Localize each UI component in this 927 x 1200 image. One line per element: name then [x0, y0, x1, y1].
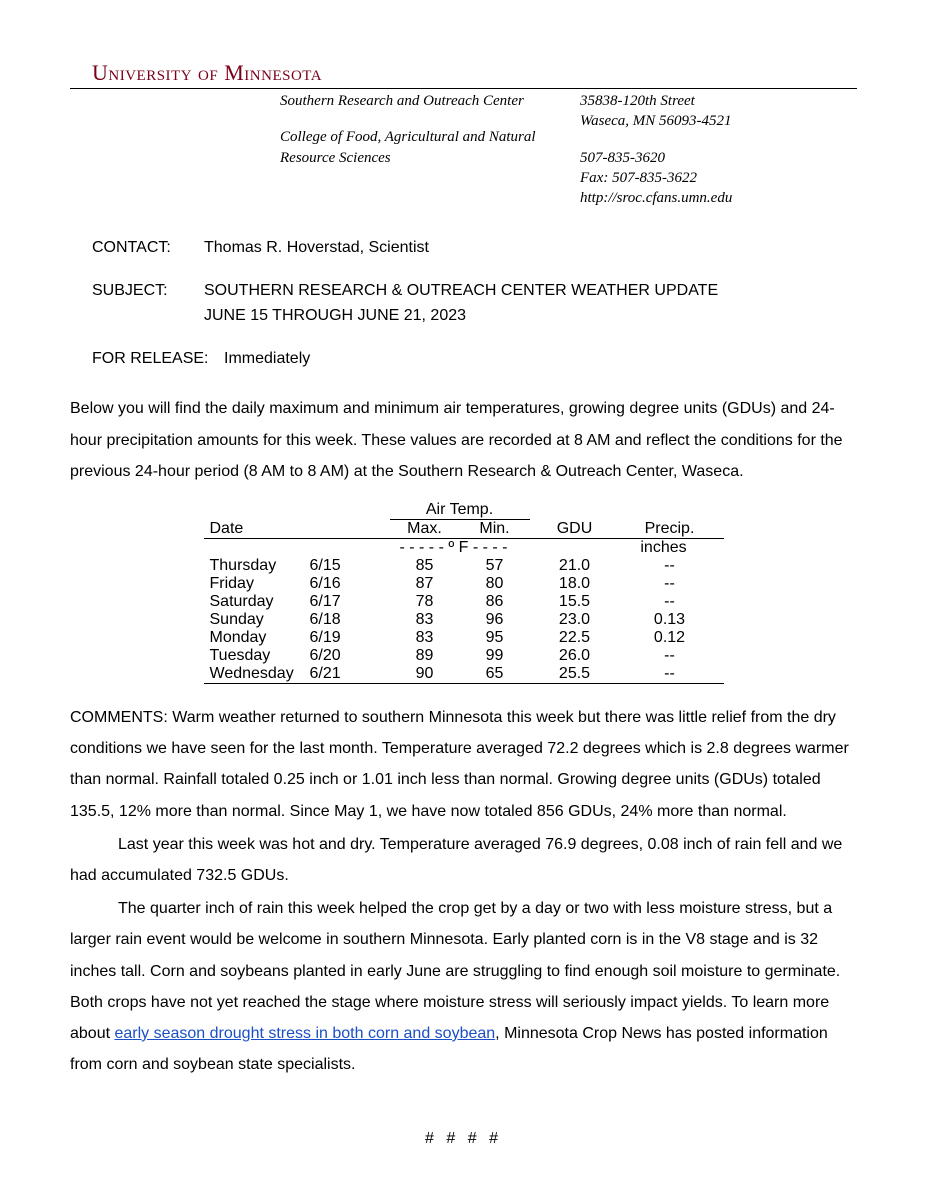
cell-precip: 0.12 [620, 629, 720, 647]
cell-date: 6/17 [310, 593, 390, 611]
cell-day: Saturday [204, 593, 310, 611]
cell-max: 83 [390, 611, 460, 629]
table-body: Thursday6/15855721.0--Friday6/16878018.0… [204, 557, 724, 684]
center-name: Southern Research and Outreach Center [280, 91, 580, 111]
cell-day: Friday [204, 575, 310, 593]
weather-table: Air Temp. Date Max. Min. GDU Precip. - -… [204, 501, 724, 684]
table-unit-row: - - - - - º F - - - - inches [204, 539, 724, 557]
cell-precip: 0.13 [620, 611, 720, 629]
table-row: Tuesday6/20899926.0-- [204, 647, 724, 665]
comments-p2: Last year this week was hot and dry. Tem… [70, 829, 857, 891]
cell-day: Tuesday [204, 647, 310, 665]
cell-max: 78 [390, 593, 460, 611]
cell-gdu: 23.0 [530, 611, 620, 629]
drought-stress-link[interactable]: early season drought stress in both corn… [114, 1025, 495, 1042]
cell-max: 87 [390, 575, 460, 593]
website-url: http://sroc.cfans.umn.edu [580, 188, 857, 208]
letterhead-left: Southern Research and Outreach Center Co… [280, 91, 580, 208]
cell-day: Monday [204, 629, 310, 647]
comments-p1: COMMENTS: Warm weather returned to south… [70, 702, 857, 827]
table-row: Saturday6/17788615.5-- [204, 593, 724, 611]
cell-max: 90 [390, 665, 460, 683]
subject-label: SUBJECT: [92, 279, 204, 329]
cell-max: 89 [390, 647, 460, 665]
cell-min: 65 [460, 665, 530, 683]
cell-min: 99 [460, 647, 530, 665]
table-header-row-1: Air Temp. [204, 501, 724, 520]
col-max: Max. [390, 520, 460, 538]
table-row: Wednesday6/21906525.5-- [204, 665, 724, 684]
cell-max: 83 [390, 629, 460, 647]
university-name: University of Minnesota [70, 60, 857, 89]
meta-block: CONTACT: Thomas R. Hoverstad, Scientist … [92, 236, 857, 371]
phone: 507-835-3620 [580, 148, 857, 168]
comments-p3: The quarter inch of rain this week helpe… [70, 893, 857, 1080]
cell-date: 6/16 [310, 575, 390, 593]
contact-label: CONTACT: [92, 236, 204, 261]
cell-min: 95 [460, 629, 530, 647]
table-row: Monday6/19839522.50.12 [204, 629, 724, 647]
cell-precip: -- [620, 647, 720, 665]
release-value: Immediately [224, 347, 857, 372]
cell-min: 86 [460, 593, 530, 611]
cell-precip: -- [620, 593, 720, 611]
cell-date: 6/20 [310, 647, 390, 665]
document-page: University of Minnesota Southern Researc… [0, 0, 927, 1188]
table-row: Friday6/16878018.0-- [204, 575, 724, 593]
unit-precip: inches [614, 539, 714, 557]
release-label: FOR RELEASE: [92, 347, 224, 372]
cell-precip: -- [620, 575, 720, 593]
college-name: College of Food, Agricultural and Natura… [280, 127, 580, 168]
cell-date: 6/18 [310, 611, 390, 629]
cell-day: Sunday [204, 611, 310, 629]
cell-date: 6/21 [310, 665, 390, 683]
col-min: Min. [460, 520, 530, 538]
cell-min: 80 [460, 575, 530, 593]
address-line-2: Waseca, MN 56093-4521 [580, 111, 857, 131]
col-precip: Precip. [620, 520, 720, 538]
cell-min: 96 [460, 611, 530, 629]
fax: Fax: 507-835-3622 [580, 168, 857, 188]
release-row: FOR RELEASE: Immediately [92, 347, 857, 372]
table-header-row-2: Date Max. Min. GDU Precip. [204, 520, 724, 539]
contact-row: CONTACT: Thomas R. Hoverstad, Scientist [92, 236, 857, 261]
cell-day: Wednesday [204, 665, 310, 683]
letterhead: Southern Research and Outreach Center Co… [280, 91, 857, 208]
cell-gdu: 18.0 [530, 575, 620, 593]
intro-paragraph: Below you will find the daily maximum an… [70, 393, 857, 487]
cell-gdu: 22.5 [530, 629, 620, 647]
cell-gdu: 25.5 [530, 665, 620, 683]
subject-value: SOUTHERN RESEARCH & OUTREACH CENTER WEAT… [204, 279, 857, 329]
cell-date: 6/15 [310, 557, 390, 575]
col-gdu: GDU [530, 520, 620, 538]
table-row: Sunday6/18839623.00.13 [204, 611, 724, 629]
cell-max: 85 [390, 557, 460, 575]
col-date: Date [204, 520, 390, 538]
cell-min: 57 [460, 557, 530, 575]
cell-precip: -- [620, 557, 720, 575]
unit-temp: - - - - - º F - - - - [384, 539, 524, 557]
cell-day: Thursday [204, 557, 310, 575]
letterhead-right: 35838-120th Street Waseca, MN 56093-4521… [580, 91, 857, 208]
subject-row: SUBJECT: SOUTHERN RESEARCH & OUTREACH CE… [92, 279, 857, 329]
contact-value: Thomas R. Hoverstad, Scientist [204, 236, 857, 261]
cell-date: 6/19 [310, 629, 390, 647]
cell-gdu: 15.5 [530, 593, 620, 611]
subject-line-1: SOUTHERN RESEARCH & OUTREACH CENTER WEAT… [204, 279, 857, 304]
col-air-temp: Air Temp. [390, 501, 530, 520]
address-line-1: 35838-120th Street [580, 91, 857, 111]
cell-precip: -- [620, 665, 720, 683]
comments-section: COMMENTS: Warm weather returned to south… [70, 702, 857, 1080]
comments-p3-pre: The quarter inch of rain this week helpe… [70, 900, 840, 1042]
table-row: Thursday6/15855721.0-- [204, 557, 724, 575]
subject-line-2: JUNE 15 THROUGH JUNE 21, 2023 [204, 304, 857, 329]
cell-gdu: 21.0 [530, 557, 620, 575]
cell-gdu: 26.0 [530, 647, 620, 665]
end-mark: # # # # [70, 1130, 857, 1148]
